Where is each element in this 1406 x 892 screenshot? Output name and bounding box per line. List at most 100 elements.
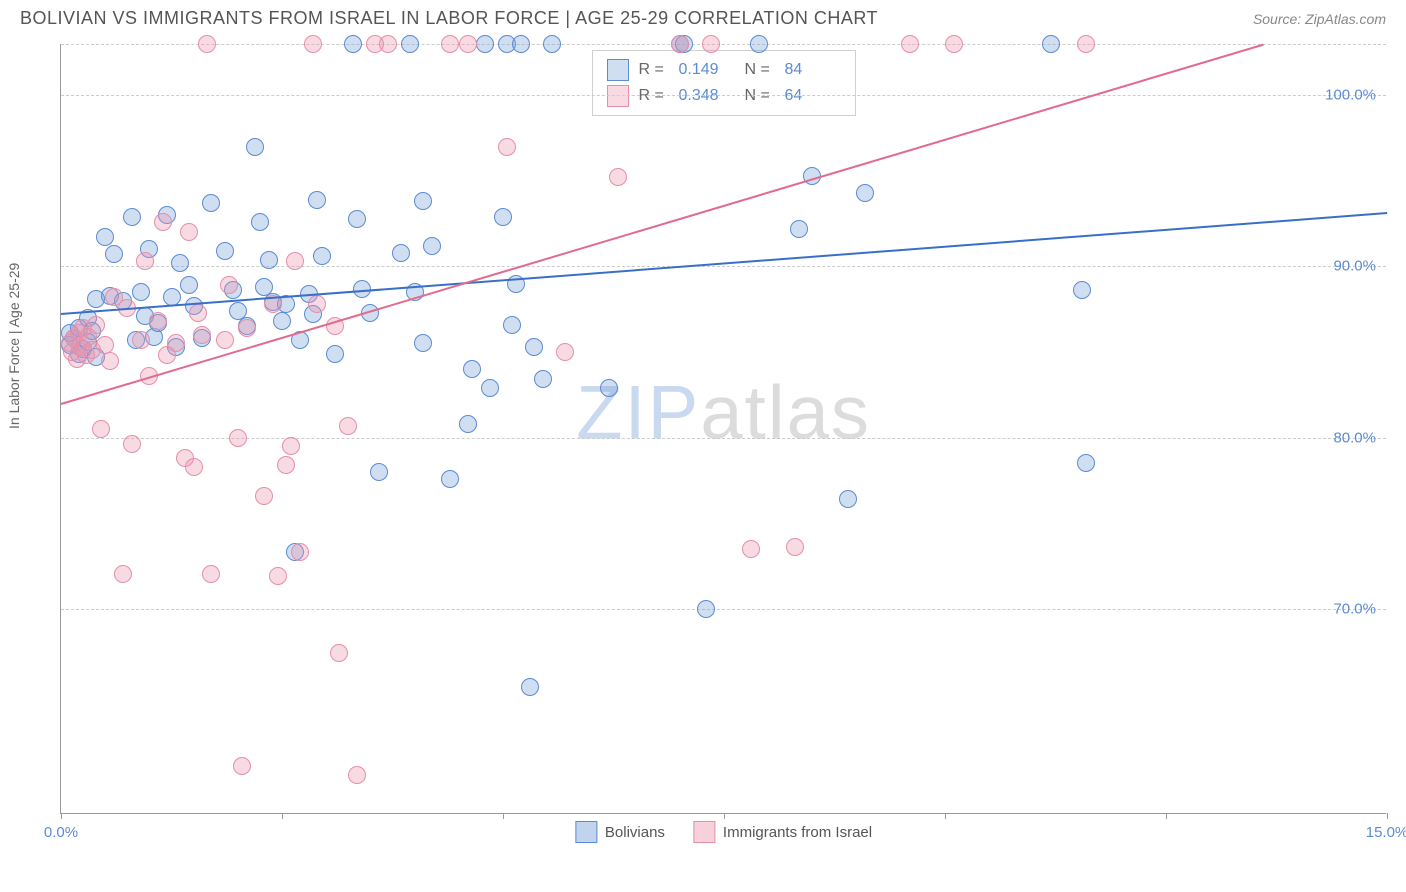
gridline (61, 44, 1386, 45)
y-tick-label: 90.0% (1333, 258, 1376, 275)
data-point (423, 237, 441, 255)
y-tick-label: 100.0% (1325, 87, 1376, 104)
data-point (313, 247, 331, 265)
data-point (600, 379, 618, 397)
data-point (441, 35, 459, 53)
watermark-atlas: atlas (700, 371, 871, 456)
x-tick (503, 813, 504, 819)
data-point (839, 490, 857, 508)
data-point (154, 213, 172, 231)
data-point (742, 540, 760, 558)
data-point (414, 192, 432, 210)
data-point (92, 420, 110, 438)
x-tick (1166, 813, 1167, 819)
data-point (702, 35, 720, 53)
data-point (136, 252, 154, 270)
legend-swatch (607, 59, 629, 81)
data-point (481, 379, 499, 397)
data-point (521, 678, 539, 696)
data-point (202, 194, 220, 212)
data-point (246, 138, 264, 156)
data-point (379, 35, 397, 53)
watermark-zip: ZIP (576, 371, 700, 456)
data-point (945, 35, 963, 53)
chart-container: In Labor Force | Age 25-29 ZIPatlas R =0… (20, 44, 1386, 844)
data-point (229, 429, 247, 447)
data-point (114, 565, 132, 583)
data-point (512, 35, 530, 53)
data-point (326, 345, 344, 363)
gridline (61, 438, 1386, 439)
data-point (348, 210, 366, 228)
data-point (786, 538, 804, 556)
data-point (543, 35, 561, 53)
data-point (348, 766, 366, 784)
data-point (494, 208, 512, 226)
data-point (202, 565, 220, 583)
gridline (61, 266, 1386, 267)
data-point (339, 417, 357, 435)
data-point (671, 35, 689, 53)
data-point (441, 470, 459, 488)
legend-swatch (693, 821, 715, 843)
data-point (1073, 281, 1091, 299)
r-label: R = (639, 61, 669, 79)
data-point (304, 35, 322, 53)
n-value: 84 (785, 61, 841, 79)
data-point (273, 312, 291, 330)
x-tick (724, 813, 725, 819)
data-point (167, 334, 185, 352)
r-value: 0.149 (679, 61, 735, 79)
series-legend: Bolivians Immigrants from Israel (575, 821, 872, 843)
data-point (251, 213, 269, 231)
data-point (330, 644, 348, 662)
data-point (101, 352, 119, 370)
data-point (220, 276, 238, 294)
correlation-legend: R =0.149N =84R =0.348N =64 (592, 50, 856, 116)
y-tick-label: 70.0% (1333, 600, 1376, 617)
x-tick-label: 15.0% (1366, 824, 1406, 841)
data-point (105, 245, 123, 263)
y-tick-label: 80.0% (1333, 429, 1376, 446)
data-point (282, 437, 300, 455)
gridline (61, 609, 1386, 610)
data-point (171, 254, 189, 272)
data-point (609, 168, 627, 186)
data-point (790, 220, 808, 238)
data-point (503, 316, 521, 334)
watermark: ZIPatlas (576, 370, 871, 457)
x-tick (282, 813, 283, 819)
data-point (901, 35, 919, 53)
x-tick (61, 813, 62, 819)
header: BOLIVIAN VS IMMIGRANTS FROM ISRAEL IN LA… (0, 0, 1406, 33)
data-point (370, 463, 388, 481)
data-point (96, 228, 114, 246)
chart-title: BOLIVIAN VS IMMIGRANTS FROM ISRAEL IN LA… (20, 8, 878, 29)
data-point (556, 343, 574, 361)
data-point (463, 360, 481, 378)
legend-label: Bolivians (605, 824, 665, 841)
data-point (459, 415, 477, 433)
data-point (1077, 454, 1095, 472)
data-point (185, 458, 203, 476)
legend-swatch (575, 821, 597, 843)
data-point (269, 567, 287, 585)
legend-label: Immigrants from Israel (723, 824, 872, 841)
plot-area: ZIPatlas R =0.149N =84R =0.348N =64 Boli… (60, 44, 1386, 814)
data-point (414, 334, 432, 352)
data-point (87, 316, 105, 334)
n-label: N = (745, 61, 775, 79)
data-point (255, 487, 273, 505)
data-point (123, 208, 141, 226)
data-point (498, 138, 516, 156)
legend-item: Immigrants from Israel (693, 821, 872, 843)
data-point (291, 543, 309, 561)
legend-row: R = 0.149 N = 84 (607, 57, 841, 83)
legend-item: Bolivians (575, 821, 665, 843)
data-point (216, 331, 234, 349)
data-point (123, 435, 141, 453)
data-point (1077, 35, 1095, 53)
data-point (344, 35, 362, 53)
data-point (750, 35, 768, 53)
data-point (277, 456, 295, 474)
